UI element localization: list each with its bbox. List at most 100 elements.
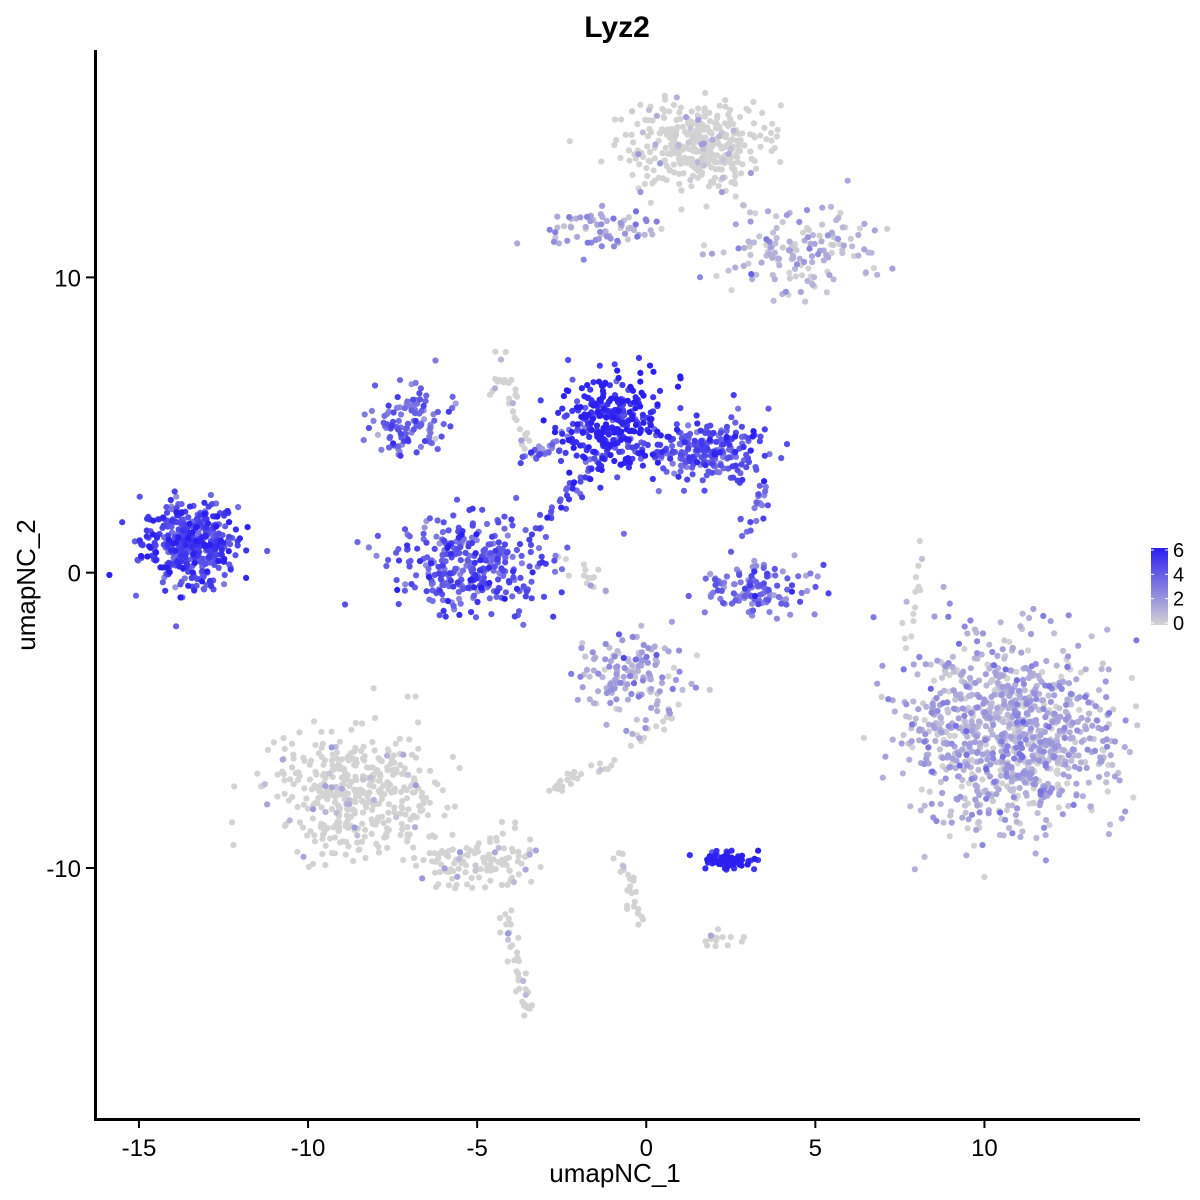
- data-point: [807, 570, 814, 577]
- data-point: [700, 146, 707, 153]
- data-point: [1054, 758, 1061, 765]
- data-point: [764, 502, 772, 509]
- data-point: [186, 503, 194, 510]
- data-point: [178, 545, 185, 553]
- data-point: [136, 493, 143, 500]
- data-point: [172, 584, 179, 591]
- data-point: [592, 236, 599, 244]
- data-point: [344, 754, 351, 761]
- data-point: [577, 478, 584, 485]
- data-point: [582, 404, 589, 411]
- data-point: [704, 156, 711, 163]
- data-point: [390, 409, 397, 416]
- data-point: [651, 643, 658, 650]
- data-point: [667, 455, 674, 462]
- y-tick-label: 0: [68, 561, 81, 588]
- data-point: [404, 838, 411, 845]
- data-point: [281, 790, 288, 797]
- data-point: [289, 740, 296, 747]
- data-point: [763, 136, 770, 143]
- data-point: [689, 471, 696, 478]
- data-point: [626, 409, 633, 416]
- y-axis-label: umapNC_2: [11, 519, 41, 651]
- data-point: [226, 561, 233, 568]
- data-point: [990, 662, 998, 669]
- data-point: [352, 798, 359, 806]
- data-point: [795, 573, 802, 580]
- data-point: [579, 640, 586, 647]
- data-point: [384, 752, 391, 759]
- data-point: [504, 936, 512, 943]
- data-point: [581, 393, 588, 400]
- data-point: [378, 813, 386, 820]
- data-point: [691, 165, 699, 172]
- data-point: [1052, 744, 1059, 751]
- data-point: [732, 462, 739, 469]
- data-point: [1086, 710, 1093, 717]
- data-point: [999, 672, 1006, 679]
- data-point: [750, 239, 758, 246]
- data-point: [465, 584, 472, 591]
- data-point: [757, 591, 764, 598]
- data-point: [708, 130, 715, 137]
- data-point: [420, 402, 427, 410]
- data-point: [629, 416, 636, 423]
- data-point: [450, 583, 457, 590]
- data-point: [440, 519, 447, 526]
- data-point: [773, 133, 781, 140]
- data-point: [577, 474, 584, 481]
- data-point: [168, 506, 175, 513]
- data-point: [407, 816, 414, 823]
- data-point: [761, 124, 768, 131]
- data-point: [451, 803, 458, 810]
- data-point: [365, 544, 372, 551]
- data-point: [889, 736, 896, 743]
- data-point: [405, 771, 412, 779]
- data-point: [405, 806, 412, 813]
- data-point: [1062, 716, 1069, 723]
- data-point: [399, 798, 406, 805]
- data-point: [619, 398, 626, 405]
- legend-gradient-bar: [1151, 548, 1168, 625]
- data-point: [457, 600, 464, 607]
- data-point: [666, 108, 673, 115]
- data-point: [659, 150, 666, 157]
- data-point: [940, 700, 947, 707]
- data-point: [475, 840, 482, 847]
- data-point: [486, 579, 493, 587]
- data-point: [421, 524, 428, 531]
- data-point: [900, 666, 907, 673]
- data-point: [167, 496, 174, 504]
- data-point: [579, 684, 586, 691]
- data-point: [803, 207, 811, 214]
- data-point: [732, 172, 739, 179]
- data-point: [546, 787, 553, 794]
- data-point: [406, 533, 413, 540]
- data-point: [1132, 703, 1140, 710]
- data-point: [164, 564, 171, 571]
- data-point: [611, 361, 618, 368]
- data-point: [397, 810, 404, 817]
- data-point: [998, 748, 1005, 755]
- data-point: [410, 844, 417, 851]
- data-point: [361, 411, 368, 418]
- data-point: [565, 572, 572, 579]
- data-point: [423, 392, 430, 399]
- data-point: [679, 123, 686, 130]
- data-point: [188, 543, 195, 551]
- data-point: [611, 757, 618, 764]
- data-point: [205, 503, 212, 510]
- data-point: [202, 532, 209, 540]
- data-point: [528, 595, 535, 602]
- data-point: [624, 397, 631, 404]
- data-point: [677, 468, 684, 475]
- data-point: [963, 728, 970, 735]
- data-point: [1046, 683, 1053, 690]
- data-point: [153, 549, 160, 556]
- data-point: [767, 244, 774, 251]
- data-point: [485, 564, 493, 571]
- data-point: [715, 858, 722, 865]
- data-point: [1009, 802, 1016, 809]
- data-point: [512, 988, 520, 995]
- data-point: [956, 762, 963, 769]
